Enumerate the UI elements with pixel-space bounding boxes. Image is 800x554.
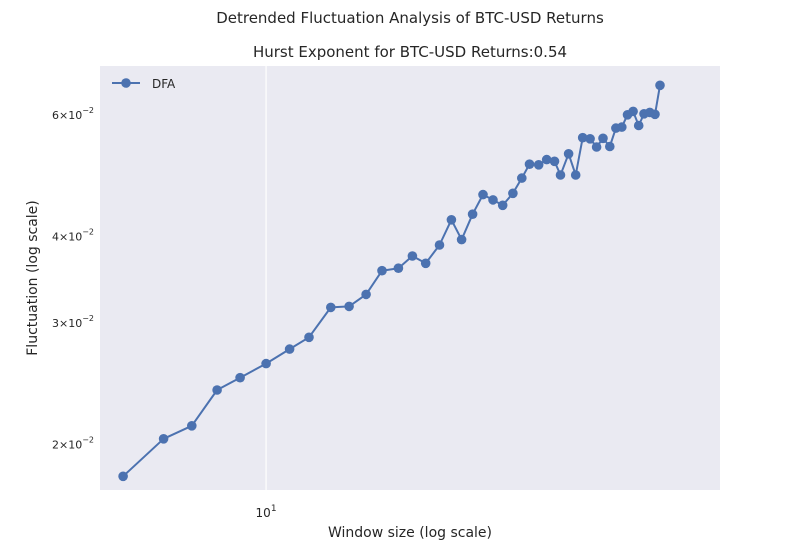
data-point <box>235 372 245 383</box>
data-point <box>304 332 314 343</box>
data-point <box>628 106 638 117</box>
data-point <box>598 133 608 144</box>
data-point <box>187 421 197 431</box>
data-point <box>605 141 615 152</box>
x-tick-label: 101 <box>256 504 277 520</box>
data-point <box>517 173 527 183</box>
y-axis-label: Fluctuation (log scale) <box>25 200 41 356</box>
data-point <box>617 122 627 132</box>
y-tick-label: 6×10−2 <box>52 106 94 122</box>
legend-marker <box>121 78 131 88</box>
data-point <box>541 154 552 165</box>
data-point <box>478 189 488 200</box>
data-point <box>467 209 478 219</box>
data-point <box>377 265 387 276</box>
y-tick-label: 4×10−2 <box>52 228 94 244</box>
data-point <box>508 188 518 199</box>
chart-suptitle: Detrended Fluctuation Analysis of BTC-US… <box>216 9 604 27</box>
data-point <box>633 120 644 131</box>
series-layer <box>118 80 665 482</box>
data-point <box>446 215 457 225</box>
legend: DFA <box>112 77 176 91</box>
data-point <box>344 301 354 312</box>
data-point <box>284 344 295 354</box>
data-point <box>420 258 431 269</box>
data-point <box>488 195 498 205</box>
data-point <box>655 80 665 91</box>
plot-area <box>100 66 720 490</box>
data-point <box>393 263 404 274</box>
data-point <box>158 434 169 444</box>
data-point <box>570 170 581 180</box>
data-point <box>549 156 560 167</box>
data-point <box>361 289 371 300</box>
data-point <box>497 200 508 211</box>
y-tick-label: 3×10−2 <box>52 314 94 330</box>
x-axis-ticks: 101 <box>256 504 277 520</box>
data-point <box>585 134 595 144</box>
data-point <box>434 240 445 250</box>
data-point <box>650 109 660 120</box>
y-axis-ticks: 2×10−2 3×10−2 4×10−2 6×10−2 <box>52 106 94 452</box>
data-point <box>407 251 418 261</box>
chart-title: Hurst Exponent for BTC-USD Returns:0.54 <box>253 43 567 61</box>
data-point <box>563 149 574 159</box>
data-point <box>261 358 271 369</box>
data-point <box>533 160 544 170</box>
data-point <box>118 471 128 482</box>
y-tick-label: 2×10−2 <box>52 436 94 452</box>
legend-label: DFA <box>152 77 176 91</box>
x-axis-label: Window size (log scale) <box>328 525 492 541</box>
data-point <box>577 132 588 143</box>
data-point <box>555 170 566 180</box>
data-point <box>591 142 602 152</box>
data-point <box>456 234 467 245</box>
data-point <box>212 385 222 395</box>
data-point <box>326 302 336 313</box>
data-point <box>524 159 535 169</box>
